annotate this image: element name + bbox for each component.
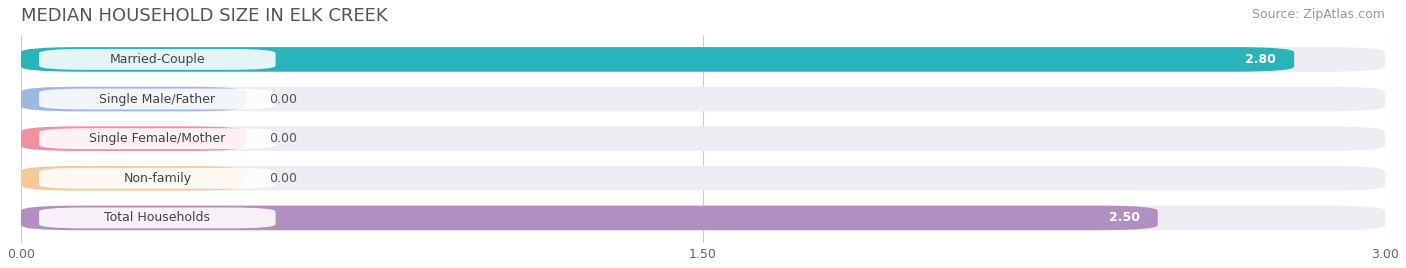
FancyBboxPatch shape (21, 47, 1385, 72)
FancyBboxPatch shape (21, 87, 1385, 111)
Text: Married-Couple: Married-Couple (110, 53, 205, 66)
Text: 2.50: 2.50 (1108, 211, 1140, 224)
FancyBboxPatch shape (39, 89, 276, 110)
FancyBboxPatch shape (21, 206, 1157, 230)
Text: MEDIAN HOUSEHOLD SIZE IN ELK CREEK: MEDIAN HOUSEHOLD SIZE IN ELK CREEK (21, 7, 388, 25)
FancyBboxPatch shape (21, 126, 246, 151)
FancyBboxPatch shape (21, 87, 246, 111)
FancyBboxPatch shape (21, 47, 1294, 72)
Text: Non-family: Non-family (124, 172, 191, 185)
FancyBboxPatch shape (21, 166, 1385, 191)
FancyBboxPatch shape (39, 49, 276, 70)
Text: 0.00: 0.00 (269, 92, 297, 106)
Text: 0.00: 0.00 (269, 172, 297, 185)
Text: Source: ZipAtlas.com: Source: ZipAtlas.com (1251, 8, 1385, 21)
Text: Total Households: Total Households (104, 211, 211, 224)
Text: 0.00: 0.00 (269, 132, 297, 145)
Text: 2.80: 2.80 (1246, 53, 1277, 66)
Text: Single Female/Mother: Single Female/Mother (89, 132, 225, 145)
FancyBboxPatch shape (21, 126, 1385, 151)
Text: Single Male/Father: Single Male/Father (100, 92, 215, 106)
FancyBboxPatch shape (39, 128, 276, 149)
FancyBboxPatch shape (39, 168, 276, 189)
FancyBboxPatch shape (21, 166, 246, 191)
FancyBboxPatch shape (21, 206, 1385, 230)
FancyBboxPatch shape (39, 207, 276, 228)
